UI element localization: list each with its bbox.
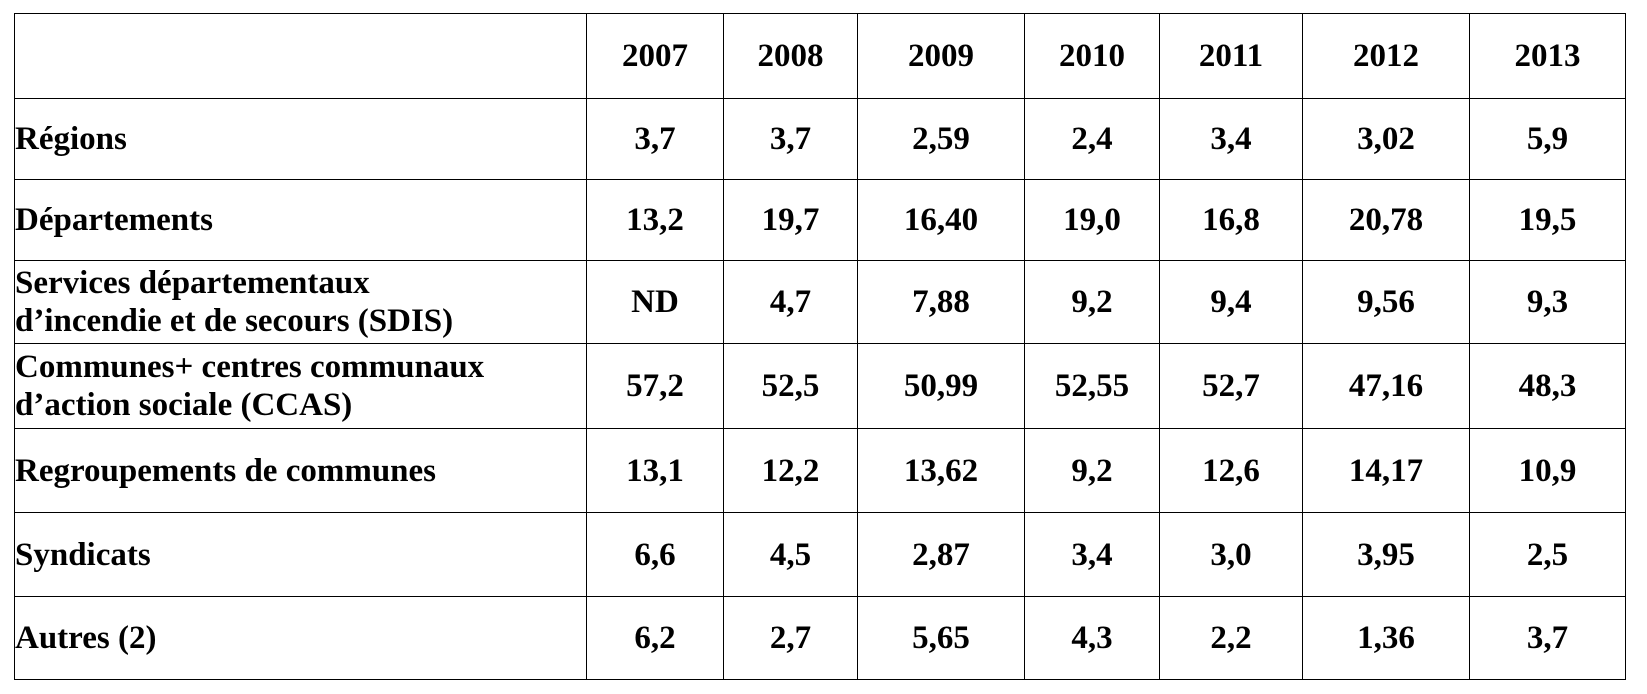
row-label: Autres (2) bbox=[14, 596, 587, 680]
year-header: 2011 bbox=[1159, 13, 1303, 99]
table-row: Communes+ centres communaux d’action soci… bbox=[14, 343, 1626, 429]
year-header: 2012 bbox=[1302, 13, 1470, 99]
data-table: 2007 2008 2009 2010 2011 2012 2013 Régio… bbox=[14, 13, 1626, 680]
row-label-line: Départements bbox=[15, 202, 213, 238]
year-header: 2009 bbox=[857, 13, 1025, 99]
table-row: Régions 3,7 3,7 2,59 2,4 3,4 3,02 5,9 bbox=[14, 98, 1626, 180]
value-cell: 2,7 bbox=[723, 596, 858, 680]
value-cell: 9,4 bbox=[1159, 260, 1303, 344]
value-cell: 19,0 bbox=[1024, 179, 1160, 261]
value-cell: 2,2 bbox=[1159, 596, 1303, 680]
row-label-line: Régions bbox=[15, 121, 127, 157]
row-label: Services départementaux d’incendie et de … bbox=[14, 260, 587, 344]
table-row: Services départementaux d’incendie et de … bbox=[14, 260, 1626, 344]
value-cell: 1,36 bbox=[1302, 596, 1470, 680]
value-cell: 16,8 bbox=[1159, 179, 1303, 261]
value-cell: 19,5 bbox=[1469, 179, 1626, 261]
value-cell: 3,7 bbox=[1469, 596, 1626, 680]
value-cell: 9,2 bbox=[1024, 260, 1160, 344]
value-cell: 4,3 bbox=[1024, 596, 1160, 680]
value-cell: 6,6 bbox=[586, 512, 724, 597]
table-row: Autres (2) 6,2 2,7 5,65 4,3 2,2 1,36 3,7 bbox=[14, 596, 1626, 680]
value-cell: 13,1 bbox=[586, 428, 724, 513]
row-label: Régions bbox=[14, 98, 587, 180]
value-cell: 3,7 bbox=[586, 98, 724, 180]
table-row: Départements 13,2 19,7 16,40 19,0 16,8 2… bbox=[14, 179, 1626, 261]
table-row: Syndicats 6,6 4,5 2,87 3,4 3,0 3,95 2,5 bbox=[14, 512, 1626, 597]
row-label-line: Autres (2) bbox=[15, 620, 157, 656]
row-label-line: Syndicats bbox=[15, 536, 151, 573]
value-cell: 3,4 bbox=[1024, 512, 1160, 597]
value-cell: 2,59 bbox=[857, 98, 1025, 180]
value-cell: 52,7 bbox=[1159, 343, 1303, 429]
row-label-line: Communes+ centres communaux bbox=[15, 349, 485, 385]
value-cell: 2,87 bbox=[857, 512, 1025, 597]
value-cell: 2,4 bbox=[1024, 98, 1160, 180]
value-cell: 9,2 bbox=[1024, 428, 1160, 513]
row-label: Syndicats bbox=[14, 512, 587, 597]
row-label: Départements bbox=[14, 179, 587, 261]
value-cell: 20,78 bbox=[1302, 179, 1470, 261]
value-cell: 6,2 bbox=[586, 596, 724, 680]
year-header: 2010 bbox=[1024, 13, 1160, 99]
year-header: 2008 bbox=[723, 13, 858, 99]
value-cell: 52,5 bbox=[723, 343, 858, 429]
row-label-line: Services départementaux bbox=[15, 265, 370, 301]
value-cell: 10,9 bbox=[1469, 428, 1626, 513]
value-cell: ND bbox=[586, 260, 724, 344]
row-label: Regroupements de communes bbox=[14, 428, 587, 513]
table-row: Regroupements de communes 13,1 12,2 13,6… bbox=[14, 428, 1626, 513]
value-cell: 50,99 bbox=[857, 343, 1025, 429]
value-cell: 13,62 bbox=[857, 428, 1025, 513]
row-label-line: d’incendie et de secours (SDIS) bbox=[15, 303, 454, 339]
value-cell: 4,5 bbox=[723, 512, 858, 597]
value-cell: 3,7 bbox=[723, 98, 858, 180]
row-label-line: Regroupements de communes bbox=[15, 452, 437, 489]
value-cell: 13,2 bbox=[586, 179, 724, 261]
row-label: Communes+ centres communaux d’action soci… bbox=[14, 343, 587, 429]
value-cell: 2,5 bbox=[1469, 512, 1626, 597]
corner-cell bbox=[14, 13, 587, 99]
value-cell: 19,7 bbox=[723, 179, 858, 261]
value-cell: 12,2 bbox=[723, 428, 858, 513]
value-cell: 16,40 bbox=[857, 179, 1025, 261]
value-cell: 4,7 bbox=[723, 260, 858, 344]
value-cell: 12,6 bbox=[1159, 428, 1303, 513]
value-cell: 3,95 bbox=[1302, 512, 1470, 597]
year-header: 2013 bbox=[1469, 13, 1626, 99]
value-cell: 5,9 bbox=[1469, 98, 1626, 180]
value-cell: 9,3 bbox=[1469, 260, 1626, 344]
value-cell: 7,88 bbox=[857, 260, 1025, 344]
row-label-line: d’action sociale (CCAS) bbox=[15, 387, 353, 423]
value-cell: 9,56 bbox=[1302, 260, 1470, 344]
value-cell: 3,02 bbox=[1302, 98, 1470, 180]
value-cell: 52,55 bbox=[1024, 343, 1160, 429]
year-header: 2007 bbox=[586, 13, 724, 99]
value-cell: 57,2 bbox=[586, 343, 724, 429]
value-cell: 5,65 bbox=[857, 596, 1025, 680]
value-cell: 3,0 bbox=[1159, 512, 1303, 597]
value-cell: 14,17 bbox=[1302, 428, 1470, 513]
header-row: 2007 2008 2009 2010 2011 2012 2013 bbox=[14, 13, 1626, 99]
value-cell: 48,3 bbox=[1469, 343, 1626, 429]
value-cell: 47,16 bbox=[1302, 343, 1470, 429]
value-cell: 3,4 bbox=[1159, 98, 1303, 180]
